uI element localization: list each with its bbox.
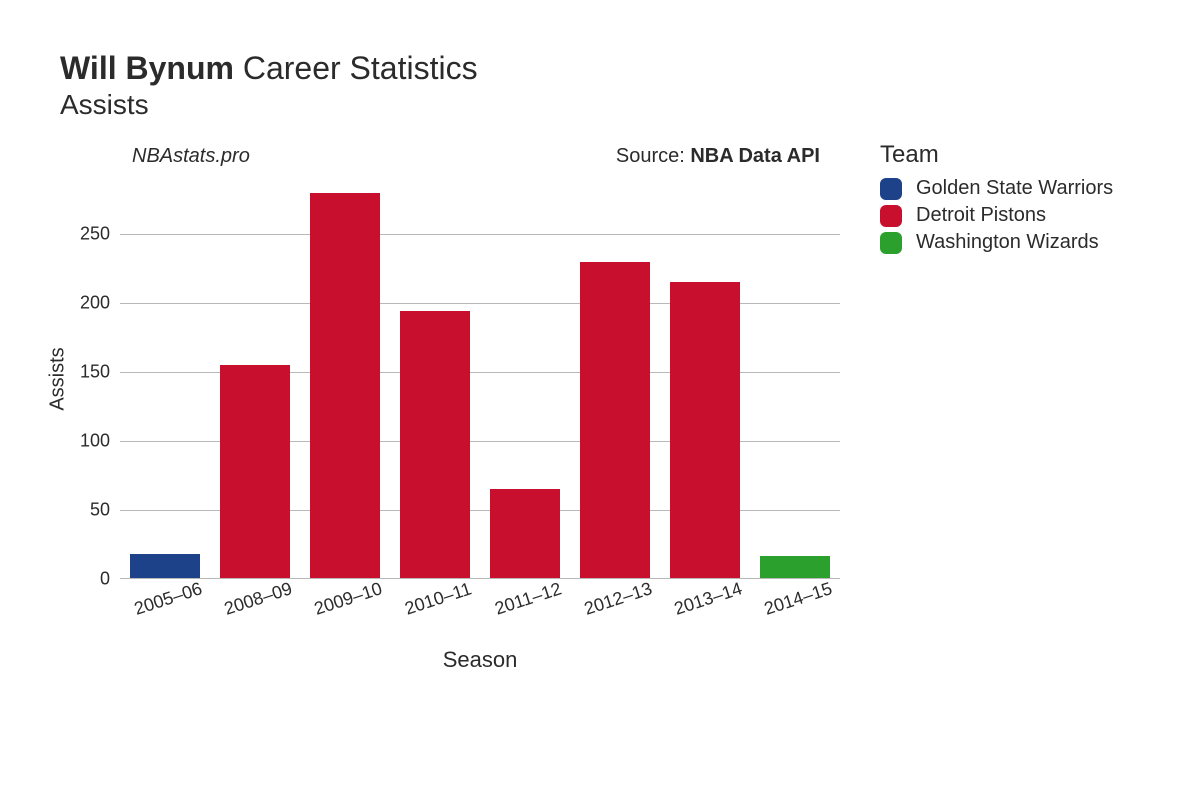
y-tick-label: 100 xyxy=(80,431,110,452)
x-axis-baseline xyxy=(120,578,840,579)
legend-swatch xyxy=(880,205,902,227)
y-tick-label: 150 xyxy=(80,362,110,383)
bar xyxy=(130,554,200,579)
x-tick-label: 2005–06 xyxy=(132,578,205,620)
source-api: NBA Data API xyxy=(690,145,820,167)
x-tick-label: 2008–09 xyxy=(222,578,295,620)
y-tick-label: 50 xyxy=(90,500,110,521)
x-tick-label: 2013–14 xyxy=(672,578,745,620)
bar xyxy=(400,311,470,579)
chart-container: Will Bynum Career Statistics Assists NBA… xyxy=(0,0,1200,739)
legend-title: Team xyxy=(880,141,1113,169)
legend-items: Golden State Warriors Detroit Pistons Wash… xyxy=(880,177,1113,254)
source-prefix: Source: xyxy=(616,145,690,167)
bar xyxy=(490,489,560,579)
data-source: Source: NBA Data API xyxy=(616,145,820,168)
y-tick-label: 200 xyxy=(80,293,110,314)
legend-item: Detroit Pistons xyxy=(880,204,1113,227)
legend-item: Golden State Warriors xyxy=(880,177,1113,200)
chart-row: NBAstats.pro Source: NBA Data API Assist… xyxy=(60,139,1160,699)
y-axis-label: Assists xyxy=(47,347,70,410)
chart-title: Will Bynum Career Statistics xyxy=(60,50,1160,87)
title-suffix: Career Statistics xyxy=(243,50,478,86)
x-tick-label: 2009–10 xyxy=(312,578,385,620)
bar xyxy=(760,556,830,579)
chart-subtitle: Assists xyxy=(60,89,1160,121)
bar xyxy=(580,262,650,579)
chart-subheader: NBAstats.pro Source: NBA Data API xyxy=(60,139,860,173)
legend-label: Washington Wizards xyxy=(916,231,1099,254)
x-axis-label: Season xyxy=(120,647,840,673)
x-tick-label: 2011–12 xyxy=(492,578,564,619)
legend-item: Washington Wizards xyxy=(880,231,1113,254)
bar xyxy=(220,365,290,579)
legend-label: Detroit Pistons xyxy=(916,204,1046,227)
chart-area: NBAstats.pro Source: NBA Data API Assist… xyxy=(60,139,860,699)
legend-swatch xyxy=(880,232,902,254)
bar xyxy=(670,282,740,579)
x-tick-label: 2014–15 xyxy=(762,578,835,620)
site-credit: NBAstats.pro xyxy=(132,145,250,168)
plot-region xyxy=(120,179,840,579)
legend-swatch xyxy=(880,178,902,200)
legend: Team Golden State Warriors Detroit Piston… xyxy=(880,141,1113,258)
x-tick-label: 2010–11 xyxy=(402,578,474,619)
bars-group xyxy=(120,179,840,579)
x-tick-label: 2012–13 xyxy=(582,578,655,620)
y-tick-label: 250 xyxy=(80,224,110,245)
y-tick-label: 0 xyxy=(100,569,110,590)
bar xyxy=(310,193,380,579)
legend-label: Golden State Warriors xyxy=(916,177,1113,200)
title-player: Will Bynum xyxy=(60,50,234,86)
